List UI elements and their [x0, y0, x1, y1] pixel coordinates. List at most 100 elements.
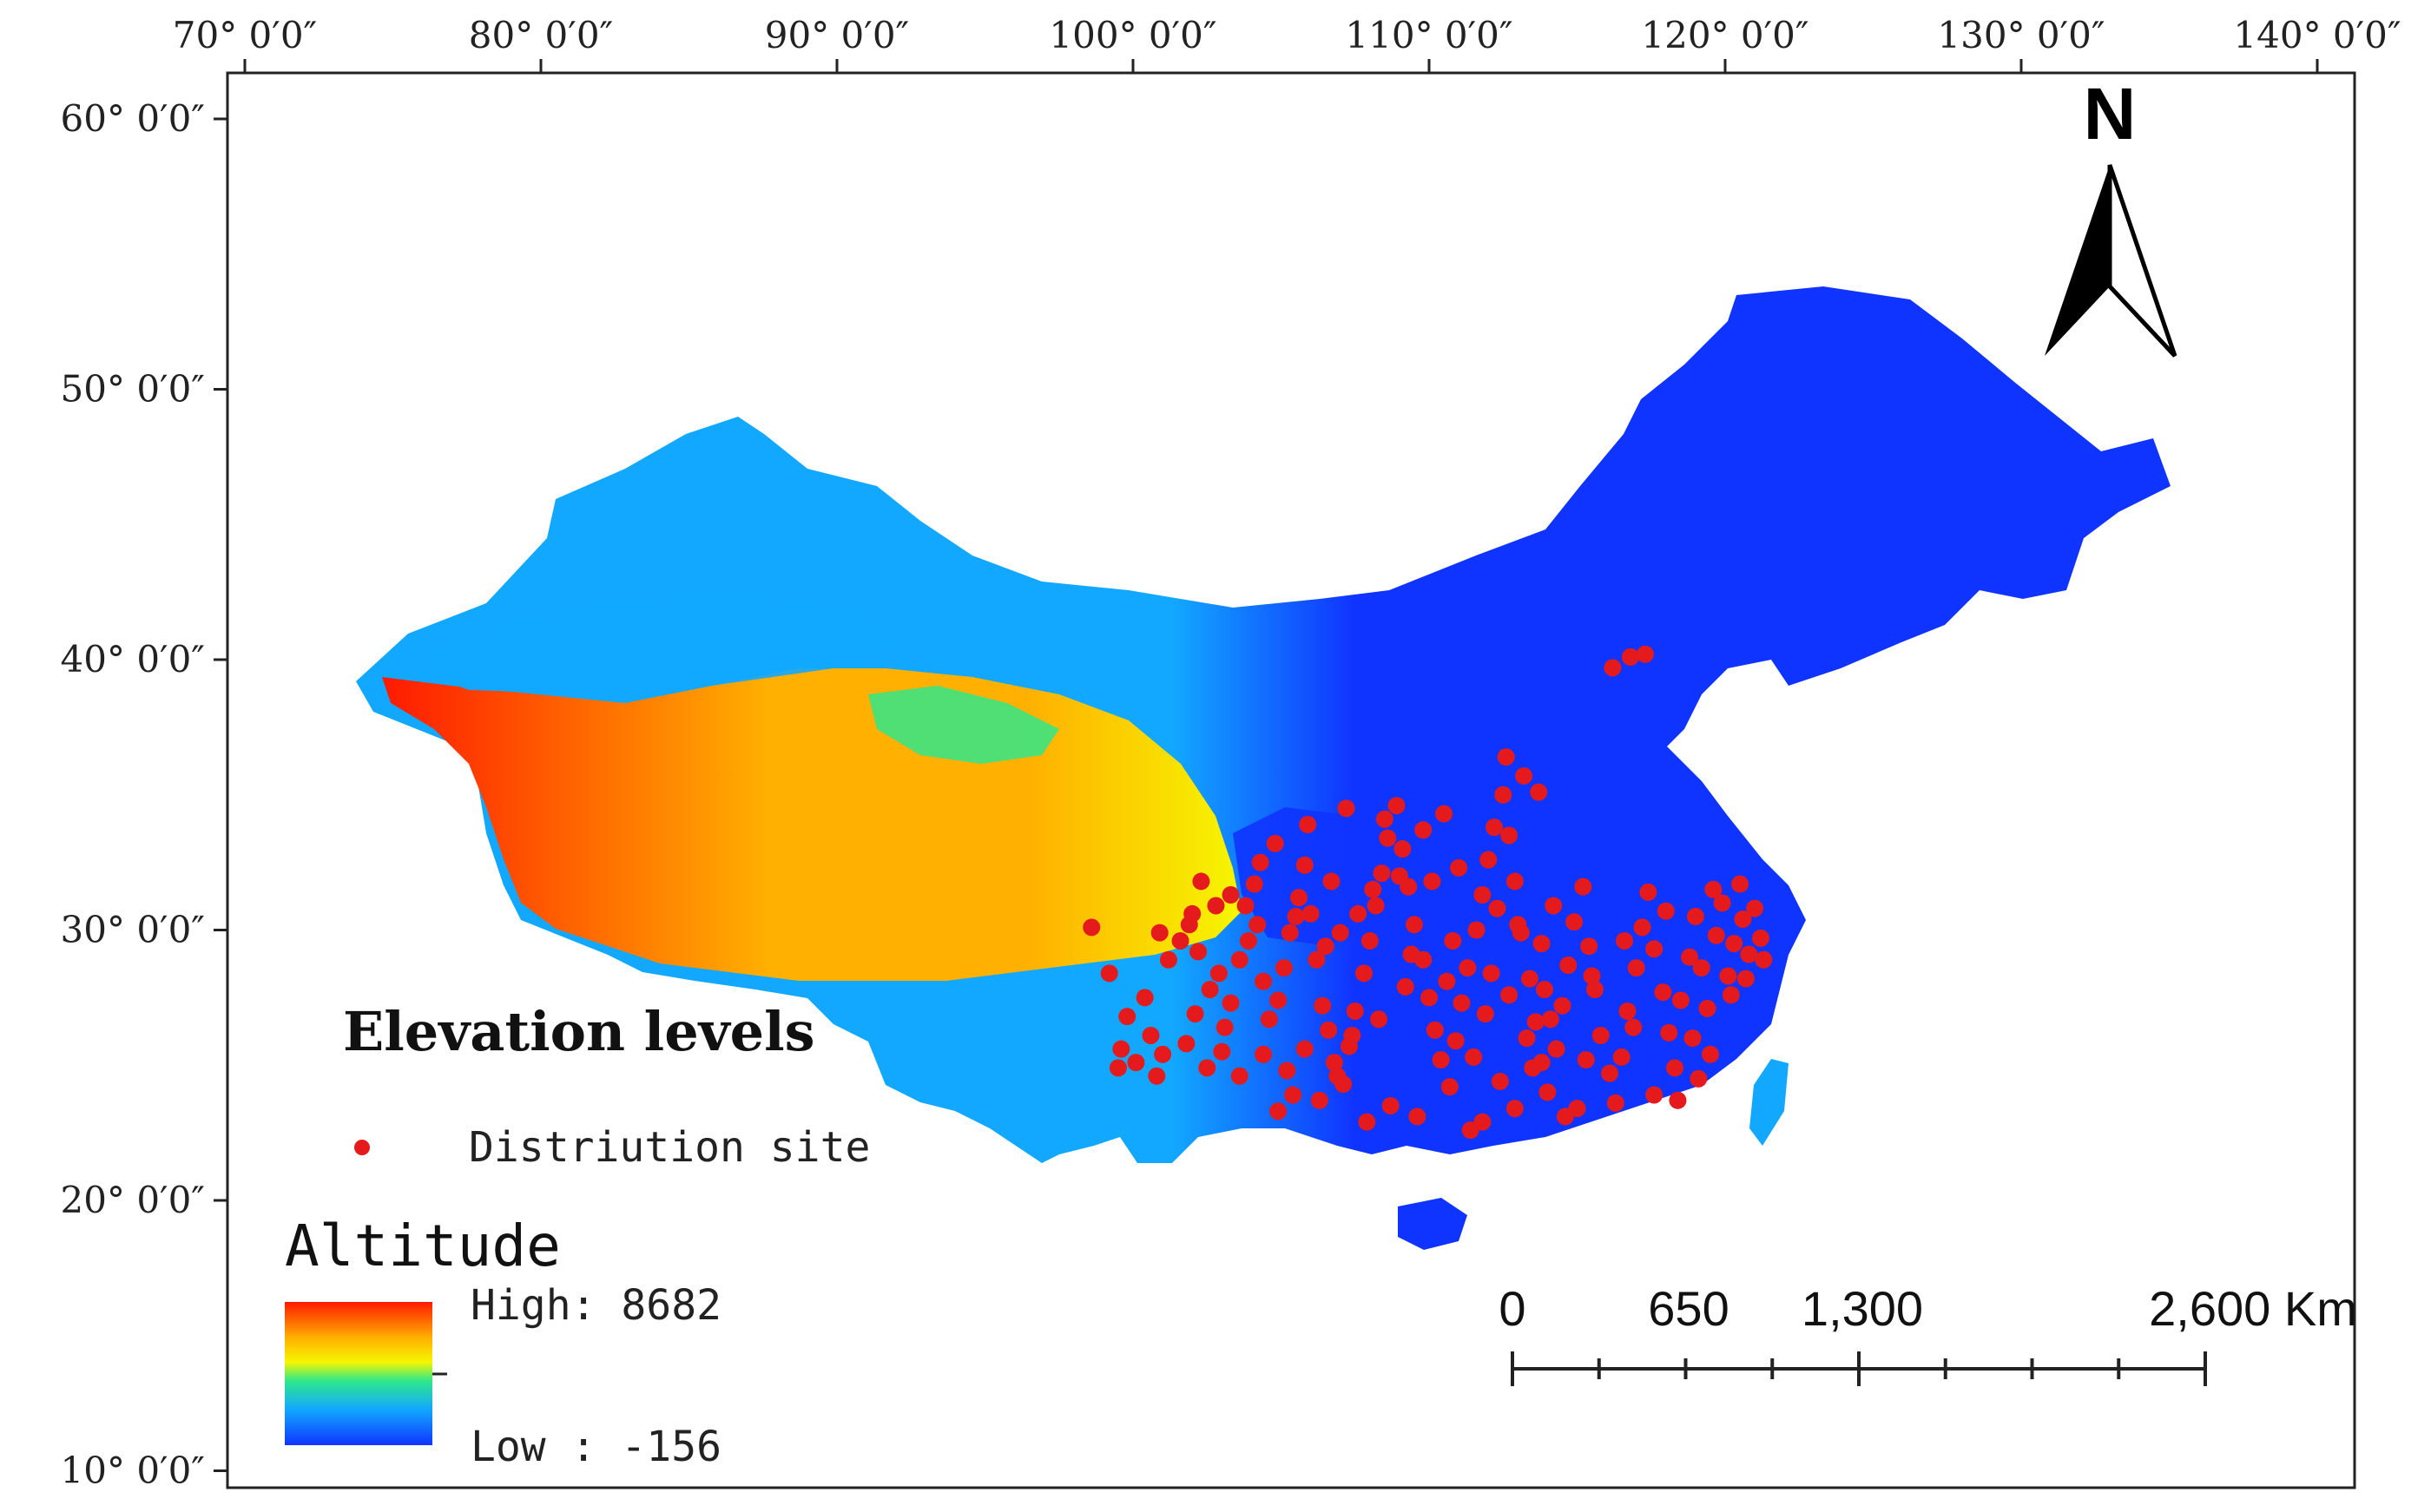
site-point [1657, 902, 1675, 920]
lon-label: 130° 0′0″ [1937, 14, 2105, 56]
site-point [1645, 940, 1663, 958]
site-point [1314, 996, 1332, 1015]
site-point [1269, 1102, 1288, 1121]
north-arrow: N [2045, 73, 2177, 358]
north-label: N [2084, 73, 2137, 154]
site-point [1209, 964, 1228, 983]
site-point [1255, 1045, 1273, 1063]
site-point [1381, 1096, 1400, 1114]
site-point [1444, 931, 1462, 950]
site-point [1612, 1048, 1631, 1066]
site-point [1222, 994, 1240, 1012]
site-point [1440, 1078, 1459, 1096]
site-point [1725, 935, 1743, 953]
site-point [1331, 924, 1349, 942]
site-point [1180, 916, 1198, 934]
site-point [1751, 929, 1769, 947]
site-point [1518, 1029, 1536, 1048]
site-point [1239, 931, 1257, 950]
site-point [1627, 959, 1645, 977]
site-point [1491, 1072, 1509, 1090]
site-point [1295, 1040, 1314, 1058]
site-point [1520, 970, 1538, 988]
site-point [1186, 1005, 1204, 1023]
site-point [1405, 916, 1423, 934]
lon-label: 80° 0′0″ [469, 14, 613, 56]
legend: Elevation levels Distriution site Altitu… [285, 1000, 870, 1471]
latitude-axis: 60° 0′0″ 50° 0′0″ 40° 0′0″ 30° 0′0″ 20° 0′0″… [61, 97, 227, 1492]
north-arrow-left [2045, 165, 2110, 356]
site-point [1316, 937, 1334, 956]
site-point [1364, 880, 1382, 898]
site-point [1207, 897, 1225, 915]
lat-label: 60° 0′0″ [61, 97, 205, 140]
site-point [1553, 996, 1571, 1015]
site-point [1633, 918, 1651, 937]
distribution-sites [1083, 645, 1773, 1140]
site-point [1524, 1059, 1542, 1077]
site-point [1159, 950, 1177, 969]
site-point [1438, 972, 1456, 990]
site-point [1325, 1054, 1343, 1072]
site-point [1230, 950, 1248, 969]
site-point [1583, 967, 1601, 985]
site-point [1343, 1026, 1361, 1044]
site-point [1402, 945, 1420, 963]
site-point [1420, 989, 1438, 1007]
site-point [1601, 1064, 1619, 1082]
site-point [1301, 904, 1320, 923]
site-point [1450, 858, 1468, 877]
site-point [1216, 1018, 1234, 1036]
site-point [1230, 1067, 1248, 1085]
site-point [1177, 1035, 1196, 1053]
site-point [1248, 916, 1267, 934]
site-point [1686, 907, 1704, 925]
site-point [1236, 897, 1255, 915]
site-point [1360, 931, 1379, 950]
site-point [1482, 964, 1500, 983]
site-point [1532, 935, 1551, 953]
site-point [1275, 959, 1293, 977]
site-point [1083, 918, 1101, 937]
site-point [1198, 1059, 1216, 1077]
site-point [1251, 853, 1269, 871]
site-point [1497, 748, 1515, 766]
site-point [1255, 972, 1273, 990]
tibet-plateau [382, 668, 1242, 981]
site-point [1393, 840, 1412, 858]
lat-label: 40° 0′0″ [61, 638, 205, 680]
site-point [1701, 1045, 1719, 1063]
site-point [1328, 1067, 1347, 1085]
site-point [1322, 872, 1341, 891]
site-point [1698, 999, 1716, 1017]
site-point [1530, 783, 1548, 801]
site-point [1358, 1113, 1376, 1131]
site-point [1349, 904, 1367, 923]
site-point [1213, 1042, 1231, 1061]
site-point [1112, 1040, 1130, 1058]
site-point [1473, 886, 1492, 904]
lon-label: 100° 0′0″ [1049, 14, 1216, 56]
site-point [1565, 913, 1584, 931]
site-point [1505, 1100, 1524, 1118]
site-point [1136, 989, 1154, 1007]
site-point [1446, 1032, 1465, 1050]
site-point [1666, 1059, 1684, 1077]
altitude-color-bar [285, 1302, 432, 1445]
site-point [1624, 1018, 1643, 1036]
site-point [1731, 875, 1749, 893]
site-point [1494, 786, 1512, 804]
site-point [1736, 970, 1755, 988]
site-point [1755, 950, 1773, 969]
taiwan-island [1749, 1059, 1789, 1146]
site-point [1308, 950, 1326, 969]
map-frame [226, 71, 2356, 1489]
lat-label: 10° 0′0″ [61, 1450, 205, 1492]
site-point [1467, 921, 1486, 939]
site-point [1559, 956, 1578, 974]
site-point [1432, 1051, 1450, 1069]
site-point [1616, 931, 1634, 950]
site-point [1408, 1108, 1426, 1126]
site-point [1426, 1021, 1444, 1039]
